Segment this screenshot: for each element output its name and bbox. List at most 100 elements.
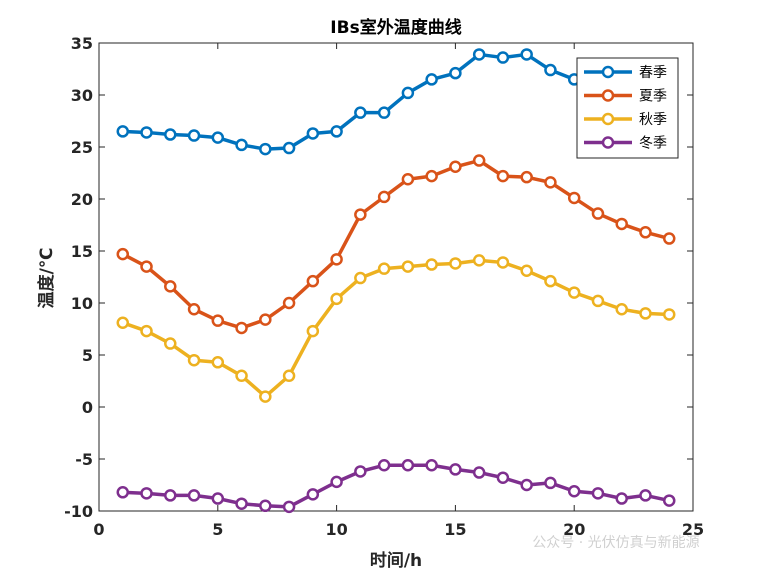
data-point-3-8: [306, 488, 320, 501]
data-point-3-21: [615, 492, 628, 505]
data-point-2-3: [187, 353, 201, 367]
data-point-2-13: [425, 258, 438, 271]
y-tick-label-0: -10: [64, 502, 93, 521]
data-point-2-6: [259, 390, 272, 403]
data-point-1-4: [211, 314, 225, 327]
data-point-1-21: [615, 217, 628, 231]
data-point-3-6: [259, 499, 272, 513]
data-point-2-16: [496, 256, 510, 269]
data-point-0-8: [306, 127, 320, 140]
data-point-2-1: [140, 324, 153, 338]
data-point-2-22: [639, 307, 652, 320]
legend-label-3: 冬季: [639, 136, 667, 152]
data-point-2-0: [116, 316, 130, 330]
legend-marker-2: [601, 112, 615, 126]
data-point-3-14: [449, 463, 462, 476]
data-point-0-2: [164, 128, 177, 141]
data-point-1-6: [259, 313, 272, 326]
data-point-3-17: [520, 478, 533, 492]
y-tick-label-1: -5: [75, 450, 93, 469]
data-point-0-11: [377, 106, 391, 119]
data-point-2-21: [615, 302, 628, 316]
data-point-1-20: [591, 207, 605, 220]
data-point-0-12: [401, 86, 415, 100]
data-point-2-5: [235, 369, 248, 383]
y-axis-label: 温度/℃: [36, 248, 57, 309]
data-point-0-16: [496, 51, 510, 64]
data-point-0-17: [520, 48, 533, 61]
y-tick-label-9: 35: [71, 34, 93, 53]
data-point-3-16: [496, 471, 510, 484]
data-point-2-20: [591, 294, 605, 308]
x-axis-label: 时间/h: [370, 550, 422, 571]
data-point-3-22: [639, 489, 652, 502]
y-tick-label-7: 25: [71, 138, 93, 157]
data-point-2-11: [377, 262, 391, 275]
data-point-3-10: [354, 465, 367, 478]
data-point-1-1: [140, 260, 153, 273]
legend-marker-0: [601, 65, 615, 79]
data-point-0-14: [449, 66, 462, 80]
data-point-3-12: [401, 458, 415, 472]
series-1: [116, 154, 676, 335]
data-point-1-9: [330, 253, 343, 266]
data-point-2-12: [401, 260, 415, 273]
legend-label-0: 春季: [639, 65, 667, 81]
data-point-1-13: [425, 169, 438, 183]
data-point-1-12: [401, 172, 415, 186]
data-point-3-11: [377, 458, 391, 472]
data-point-1-14: [449, 160, 462, 174]
data-point-2-9: [330, 292, 343, 306]
data-point-2-10: [354, 271, 367, 285]
data-point-1-16: [496, 169, 510, 183]
data-point-2-19: [567, 286, 581, 299]
data-point-3-5: [235, 497, 248, 510]
data-point-0-18: [544, 63, 557, 77]
data-point-2-23: [662, 308, 676, 321]
data-point-1-0: [116, 247, 130, 261]
data-point-0-9: [330, 125, 343, 138]
data-point-1-18: [544, 176, 557, 189]
data-point-0-6: [259, 142, 272, 156]
data-point-1-17: [520, 170, 533, 184]
legend-label-1: 夏季: [639, 89, 667, 105]
legend-marker-3: [601, 136, 615, 149]
x-tick-label-5: 25: [682, 520, 704, 539]
legend-marker-1: [601, 89, 615, 102]
data-point-1-10: [354, 208, 367, 221]
x-tick-label-2: 10: [325, 520, 347, 539]
y-tick-label-6: 20: [71, 190, 93, 209]
data-point-2-4: [211, 356, 225, 369]
plot-area: 0 5 10 15 20 25 -10 -5 0 5 10 15 20 25 30 35: [64, 34, 704, 539]
watermark-text: 公众号 · 光伏仿真与新能源: [532, 535, 699, 551]
x-tick-label-4: 20: [563, 520, 585, 539]
data-point-2-15: [472, 254, 486, 267]
axes-box: [98, 42, 694, 512]
data-point-0-13: [425, 73, 438, 86]
data-point-2-18: [544, 274, 557, 288]
data-point-1-11: [377, 190, 391, 204]
data-point-1-2: [164, 280, 177, 293]
data-point-0-4: [211, 131, 225, 144]
data-point-0-0: [116, 125, 130, 138]
data-point-0-10: [354, 106, 367, 119]
y-tick-label-4: 10: [71, 294, 93, 313]
data-point-3-20: [591, 487, 605, 500]
data-point-1-5: [235, 321, 248, 335]
legend-label-2: 秋季: [639, 112, 667, 128]
data-point-1-7: [282, 296, 296, 310]
data-point-2-17: [520, 264, 533, 278]
data-point-0-15: [472, 48, 486, 61]
data-point-1-22: [639, 226, 652, 239]
data-point-3-13: [425, 458, 438, 472]
x-tick-label-0: 0: [93, 520, 104, 539]
data-point-1-3: [187, 302, 201, 316]
data-point-3-4: [211, 492, 225, 505]
data-point-2-2: [164, 337, 177, 350]
y-tick-label-3: 5: [82, 346, 93, 365]
y-tick-label-2: 0: [82, 398, 93, 417]
data-point-3-18: [544, 476, 557, 490]
data-point-1-15: [472, 154, 486, 167]
x-tick-label-3: 15: [444, 520, 466, 539]
